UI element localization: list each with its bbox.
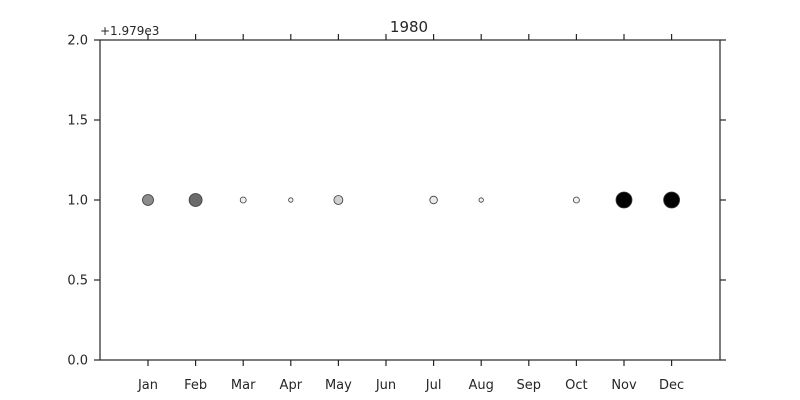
point-oct xyxy=(573,196,580,204)
y-tick-label-1: 0.5 xyxy=(67,274,88,289)
point-apr xyxy=(288,197,294,203)
point-may xyxy=(333,195,344,205)
x-axis: Jan Feb Mar Apr May Jun Jul Aug Sep Oct Nov Dec xyxy=(137,34,684,393)
y-tick-label-2: 1.0 xyxy=(67,194,88,209)
x-tick-label-2: Mar xyxy=(231,378,256,393)
x-tick-label-0: Jan xyxy=(137,378,158,393)
x-tick-label-11: Dec xyxy=(659,378,684,393)
point-nov xyxy=(615,191,633,209)
x-tick-label-1: Feb xyxy=(184,378,207,393)
point-aug xyxy=(478,197,484,203)
x-tick-label-6: Jul xyxy=(425,378,442,393)
x-tick-label-8: Sep xyxy=(517,378,542,393)
x-tick-label-3: Apr xyxy=(280,378,303,393)
data-points xyxy=(142,191,680,209)
y-tick-label-4: 2.0 xyxy=(67,34,88,49)
y-offset-text: +1.979e3 xyxy=(100,24,159,38)
x-tick-label-9: Oct xyxy=(565,378,587,393)
y-tick-label-0: 0.0 xyxy=(67,354,88,369)
y-axis: 0.0 0.5 1.0 1.5 2.0 xyxy=(67,34,726,369)
x-tick-label-7: Aug xyxy=(469,378,494,393)
point-feb xyxy=(188,193,203,207)
y-tick-label-3: 1.5 xyxy=(67,114,88,129)
x-tick-label-10: Nov xyxy=(611,378,637,393)
point-jul xyxy=(429,195,438,205)
point-mar xyxy=(239,196,247,204)
point-jan xyxy=(142,194,154,206)
chart-title: 1980 xyxy=(390,18,428,36)
x-tick-label-4: May xyxy=(325,378,352,393)
x-tick-label-5: Jun xyxy=(375,378,396,393)
point-dec xyxy=(663,191,680,209)
